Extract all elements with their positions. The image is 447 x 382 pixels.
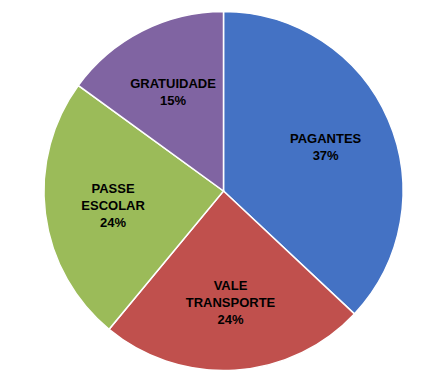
slice-label-line: PASSE [92, 181, 135, 196]
slice-label-line: 15% [160, 93, 186, 108]
data-labels: PAGANTES37%VALETRANSPORTE24%PASSEESCOLAR… [81, 76, 361, 327]
chart: PAGANTES37%VALETRANSPORTE24%PASSEESCOLAR… [0, 0, 447, 382]
slices [44, 11, 403, 370]
slice-label: VALE TRANSPORTE24% [186, 278, 276, 327]
slice-label-line: GRATUIDADE [130, 76, 216, 91]
slice-label-line: 24% [100, 214, 126, 229]
slice-label: PASSEESCOLAR 24% [81, 181, 145, 230]
slice-label-line: ESCOLAR [81, 197, 145, 212]
slice-label-line: PAGANTES [290, 131, 362, 146]
slice-label-line: TRANSPORTE [186, 295, 276, 310]
slice-label: PAGANTES 37% [290, 131, 362, 163]
slice-label-line: VALE [214, 278, 248, 293]
slice-label-line: 24% [217, 311, 243, 326]
slice-label-line: 37% [313, 148, 339, 163]
slice [78, 11, 223, 191]
pie: PAGANTES37%VALETRANSPORTE24%PASSEESCOLAR… [44, 11, 403, 370]
slice-label: GRATUIDADE 15% [130, 76, 216, 108]
